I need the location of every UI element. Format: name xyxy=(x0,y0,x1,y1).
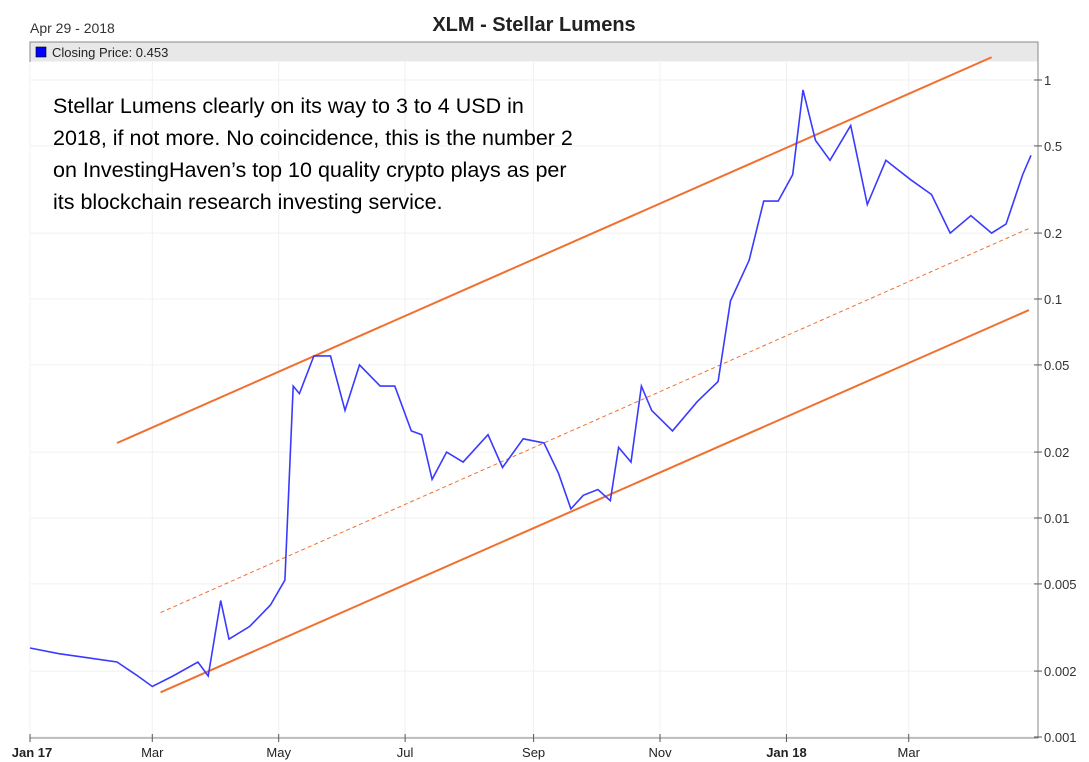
x-tick-label: Sep xyxy=(522,745,545,760)
y-tick-label: 0.002 xyxy=(1044,664,1077,679)
y-tick-label: 0.02 xyxy=(1044,445,1069,460)
x-tick-label: Mar xyxy=(898,745,921,760)
x-tick-label: Jan 17 xyxy=(12,745,52,760)
trend-line-solid xyxy=(116,56,993,444)
y-tick-label: 0.1 xyxy=(1044,292,1062,307)
trend-line-solid xyxy=(160,309,1030,694)
chart-date-label: Apr 29 - 2018 xyxy=(30,20,115,36)
y-tick-label: 0.001 xyxy=(1044,730,1077,745)
legend-band xyxy=(30,42,1038,62)
y-tick-label: 0.01 xyxy=(1044,511,1069,526)
trend-line-dashed xyxy=(160,227,1030,614)
chart-title: XLM - Stellar Lumens xyxy=(432,14,635,36)
x-tick-label: Jan 18 xyxy=(766,745,806,760)
y-tick-label: 0.2 xyxy=(1044,226,1062,241)
chart-annotation: Stellar Lumens clearly on its way to 3 t… xyxy=(53,94,573,214)
x-tick-label: Nov xyxy=(648,745,672,760)
x-tick-label: May xyxy=(266,745,291,760)
price-series-line xyxy=(29,89,1032,688)
y-tick-label: 0.005 xyxy=(1044,577,1077,592)
y-tick-label: 1 xyxy=(1044,73,1051,88)
legend-label: Closing Price: 0.453 xyxy=(52,45,168,60)
x-tick-label: Jul xyxy=(397,745,414,760)
y-tick-label: 0.05 xyxy=(1044,358,1069,373)
y-tick-label: 0.5 xyxy=(1044,139,1062,154)
x-tick-label: Mar xyxy=(141,745,164,760)
legend-swatch xyxy=(35,46,47,58)
